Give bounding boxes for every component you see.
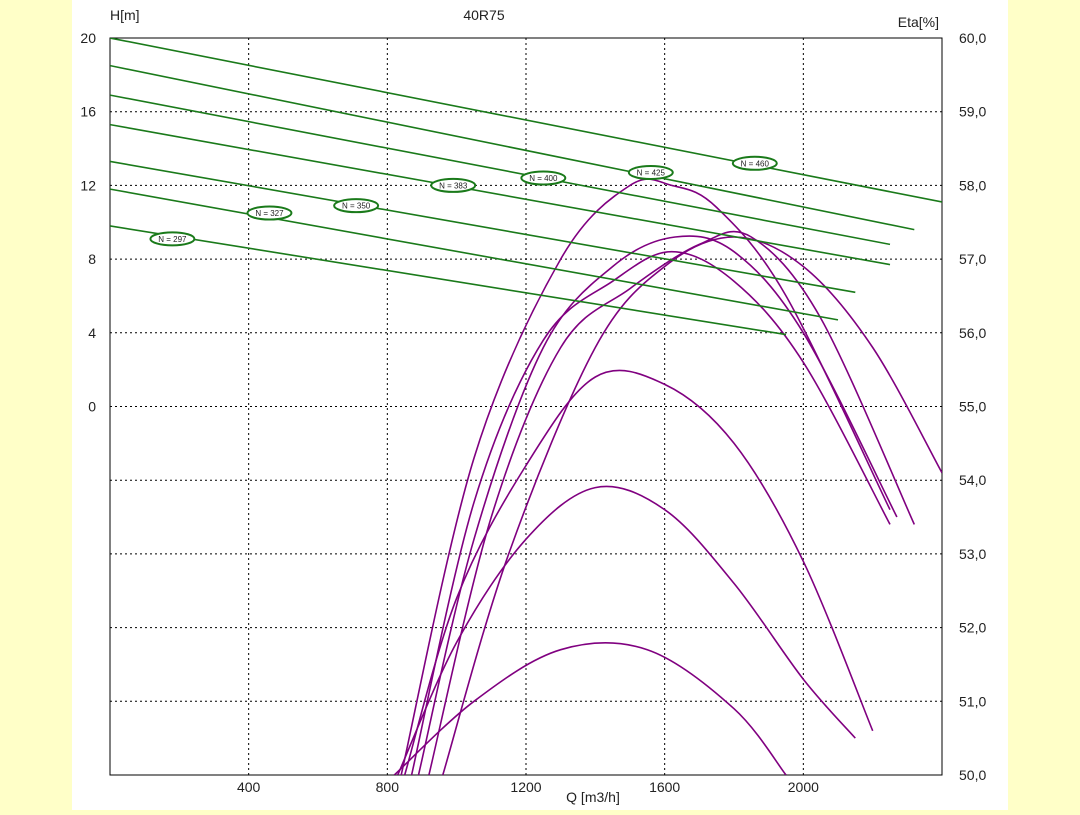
y-right-tick-label: 58,0 <box>959 177 986 193</box>
speed-label-badge <box>149 231 196 247</box>
y-left-tick-label: 20 <box>80 30 96 46</box>
speed-label-badge <box>333 198 380 214</box>
y-left-tick-label: 4 <box>88 325 96 341</box>
x-tick-label: 400 <box>237 779 261 795</box>
y-right-tick-label: 57,0 <box>959 251 986 267</box>
speed-label: N = 297 <box>158 235 187 244</box>
efficiency-curve <box>410 250 891 775</box>
speed-label: N = 350 <box>342 202 371 211</box>
head-curve <box>110 38 942 203</box>
speed-label-badge <box>246 205 293 221</box>
y-left-tick-label: 8 <box>88 251 96 267</box>
efficiency-curve <box>400 178 891 775</box>
efficiency-curve <box>417 235 898 775</box>
x-tick-label: 1600 <box>649 779 680 795</box>
x-axis-label: Q [m3/h] <box>566 789 620 805</box>
speed-label: N = 327 <box>255 209 284 218</box>
head-curve <box>110 188 839 321</box>
y-right-tick-label: 51,0 <box>959 693 986 709</box>
y-right-tick-label: 55,0 <box>959 399 986 415</box>
y-right-tick-label: 50,0 <box>959 767 986 783</box>
speed-label-badge <box>520 170 567 186</box>
efficiency-curve <box>396 485 856 775</box>
pump-curve-chart: 40R75 H[m] Eta[%] Q [m3/h] 400 800 1200 160… <box>80 7 986 805</box>
y-left-tick-label: 12 <box>80 177 96 193</box>
speed-label-badge <box>627 165 674 181</box>
efficiency-curve <box>403 369 874 775</box>
efficiency-curve <box>428 230 916 775</box>
head-curve <box>110 123 891 266</box>
x-tick-label: 1200 <box>510 779 541 795</box>
x-tick-label: 800 <box>376 779 400 795</box>
y-right-tick-label: 56,0 <box>959 325 986 341</box>
head-curve <box>110 160 856 294</box>
chart-title: 40R75 <box>463 7 504 23</box>
efficiency-curve <box>442 236 942 775</box>
x-tick-label: 2000 <box>788 779 819 795</box>
speed-label: N = 400 <box>529 174 558 183</box>
y-right-tick-label: 53,0 <box>959 546 986 562</box>
head-curve <box>110 64 915 231</box>
head-curve <box>110 94 891 246</box>
speed-label: N = 425 <box>637 169 666 178</box>
y-axis-left-label: H[m] <box>110 7 140 23</box>
y-right-tick-label: 52,0 <box>959 620 986 636</box>
head-curve <box>110 225 787 336</box>
y-right-tick-label: 60,0 <box>959 30 986 46</box>
y-axis-right-label: Eta[%] <box>898 14 939 30</box>
y-right-tick-label: 54,0 <box>959 472 986 488</box>
efficiency-curve <box>393 642 787 775</box>
speed-label-badge <box>731 155 778 171</box>
y-right-tick-label: 59,0 <box>959 104 986 120</box>
y-left-tick-label: 0 <box>88 399 96 415</box>
y-left-tick-label: 16 <box>80 104 96 120</box>
chart-frame: 40R75 H[m] Eta[%] Q [m3/h] 400 800 1200 160… <box>72 0 1008 810</box>
speed-label: N = 460 <box>741 159 770 168</box>
speed-label-badge <box>430 177 477 193</box>
speed-label: N = 383 <box>439 181 468 190</box>
